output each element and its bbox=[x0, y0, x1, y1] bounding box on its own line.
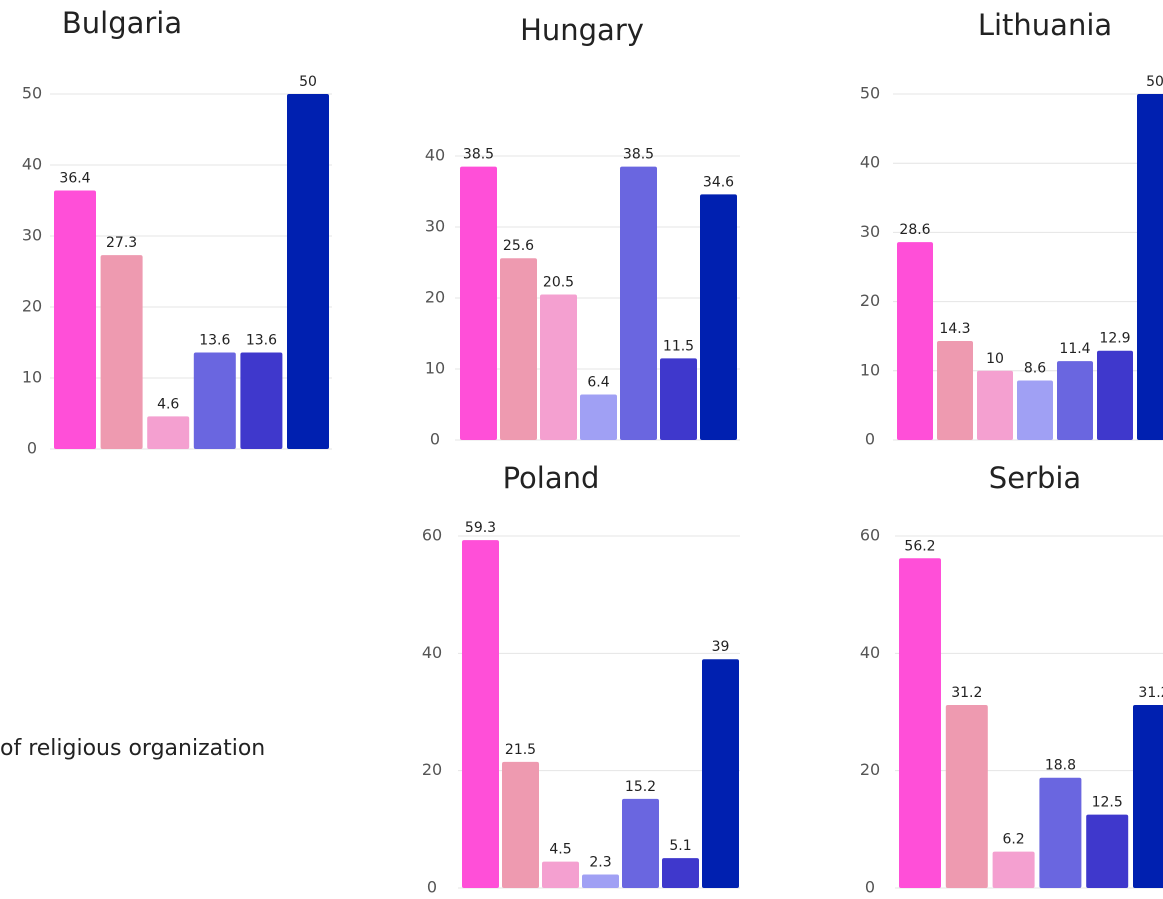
value-label: 38.5 bbox=[623, 147, 654, 163]
bar bbox=[240, 352, 283, 449]
bar bbox=[1086, 814, 1129, 888]
y-tick-label: 60 bbox=[860, 526, 880, 545]
y-tick-label: 40 bbox=[422, 643, 442, 662]
bar bbox=[622, 798, 659, 888]
value-label: 28.6 bbox=[899, 222, 930, 238]
bar bbox=[899, 558, 941, 888]
value-label: 18.8 bbox=[1045, 758, 1076, 774]
bar bbox=[460, 166, 497, 440]
y-tick-label: 20 bbox=[22, 297, 42, 316]
value-label: 50 bbox=[299, 74, 317, 90]
y-tick-label: 0 bbox=[865, 878, 875, 897]
y-tick-label: 20 bbox=[425, 288, 445, 307]
y-tick-label: 0 bbox=[865, 430, 875, 449]
y-tick-label: 10 bbox=[425, 359, 445, 378]
value-label: 11.4 bbox=[1059, 341, 1090, 357]
bar bbox=[992, 851, 1035, 888]
value-label: 13.6 bbox=[199, 332, 230, 348]
value-label: 59.3 bbox=[465, 520, 496, 536]
value-label: 6.2 bbox=[1002, 832, 1024, 848]
y-tick-label: 40 bbox=[860, 643, 880, 662]
y-tick-label: 0 bbox=[430, 430, 440, 449]
value-label: 8.6 bbox=[1024, 360, 1046, 376]
bar bbox=[662, 858, 699, 888]
value-label: 39 bbox=[712, 639, 730, 655]
value-label: 11.5 bbox=[663, 338, 694, 354]
y-tick-label: 10 bbox=[22, 368, 42, 387]
bar bbox=[1039, 777, 1082, 888]
value-label: 12.9 bbox=[1099, 331, 1130, 347]
value-label: 12.5 bbox=[1092, 795, 1123, 811]
bar bbox=[502, 761, 539, 888]
value-label: 27.3 bbox=[106, 235, 137, 251]
chart-title: Serbia bbox=[989, 461, 1081, 495]
value-label: 20.5 bbox=[543, 274, 574, 290]
y-tick-label: 10 bbox=[860, 360, 880, 379]
value-label: 13.6 bbox=[246, 332, 277, 348]
bar bbox=[54, 190, 96, 449]
value-label: 38.5 bbox=[463, 147, 494, 163]
value-label: 14.3 bbox=[939, 321, 970, 337]
value-label: 50 bbox=[1146, 74, 1163, 90]
bar bbox=[620, 166, 657, 440]
bar bbox=[945, 704, 988, 888]
bar bbox=[897, 242, 933, 440]
bar bbox=[287, 94, 329, 449]
value-label: 6.4 bbox=[587, 375, 609, 391]
y-tick-label: 20 bbox=[422, 760, 442, 779]
y-tick-label: 30 bbox=[860, 222, 880, 241]
bar bbox=[702, 659, 739, 888]
value-label: 2.3 bbox=[589, 855, 611, 871]
bar bbox=[1017, 380, 1053, 440]
bar bbox=[582, 874, 619, 888]
y-tick-label: 0 bbox=[27, 439, 37, 458]
bar bbox=[542, 861, 579, 888]
value-label: 31.2 bbox=[1138, 685, 1163, 701]
bar bbox=[660, 358, 697, 440]
y-tick-label: 40 bbox=[22, 155, 42, 174]
value-label: 4.5 bbox=[549, 842, 571, 858]
bar bbox=[580, 394, 617, 440]
bar bbox=[462, 540, 499, 888]
legend-text: of religious organization bbox=[0, 736, 265, 761]
y-tick-label: 0 bbox=[427, 878, 437, 897]
y-tick-label: 20 bbox=[860, 760, 880, 779]
chart-title: Lithuania bbox=[978, 8, 1112, 42]
bar bbox=[977, 370, 1013, 440]
bar bbox=[193, 352, 236, 449]
value-label: 21.5 bbox=[505, 742, 536, 758]
value-label: 10 bbox=[986, 351, 1004, 367]
bar bbox=[700, 194, 737, 440]
bar bbox=[1133, 704, 1163, 888]
value-label: 4.6 bbox=[157, 396, 179, 412]
value-label: 36.4 bbox=[59, 171, 90, 187]
chart-title: Hungary bbox=[520, 13, 644, 47]
y-tick-label: 50 bbox=[860, 84, 880, 103]
value-label: 31.2 bbox=[951, 685, 982, 701]
bar bbox=[1057, 361, 1093, 440]
bar bbox=[1137, 94, 1163, 440]
y-tick-label: 30 bbox=[22, 226, 42, 245]
bar bbox=[540, 294, 577, 440]
bar bbox=[937, 341, 973, 440]
y-tick-label: 30 bbox=[425, 217, 445, 236]
bar bbox=[147, 416, 190, 449]
y-tick-label: 40 bbox=[425, 146, 445, 165]
value-label: 25.6 bbox=[503, 238, 534, 254]
y-tick-label: 60 bbox=[422, 526, 442, 545]
y-tick-label: 20 bbox=[860, 291, 880, 310]
value-label: 34.6 bbox=[703, 174, 734, 190]
bar bbox=[1097, 350, 1133, 440]
bar bbox=[100, 255, 143, 449]
y-tick-label: 50 bbox=[22, 84, 42, 103]
value-label: 56.2 bbox=[904, 538, 935, 554]
value-label: 15.2 bbox=[625, 779, 656, 795]
y-tick-label: 40 bbox=[860, 153, 880, 172]
chart-title: Bulgaria bbox=[62, 6, 182, 40]
value-label: 5.1 bbox=[669, 838, 691, 854]
chart-title: Poland bbox=[503, 461, 600, 495]
bar bbox=[500, 258, 537, 440]
